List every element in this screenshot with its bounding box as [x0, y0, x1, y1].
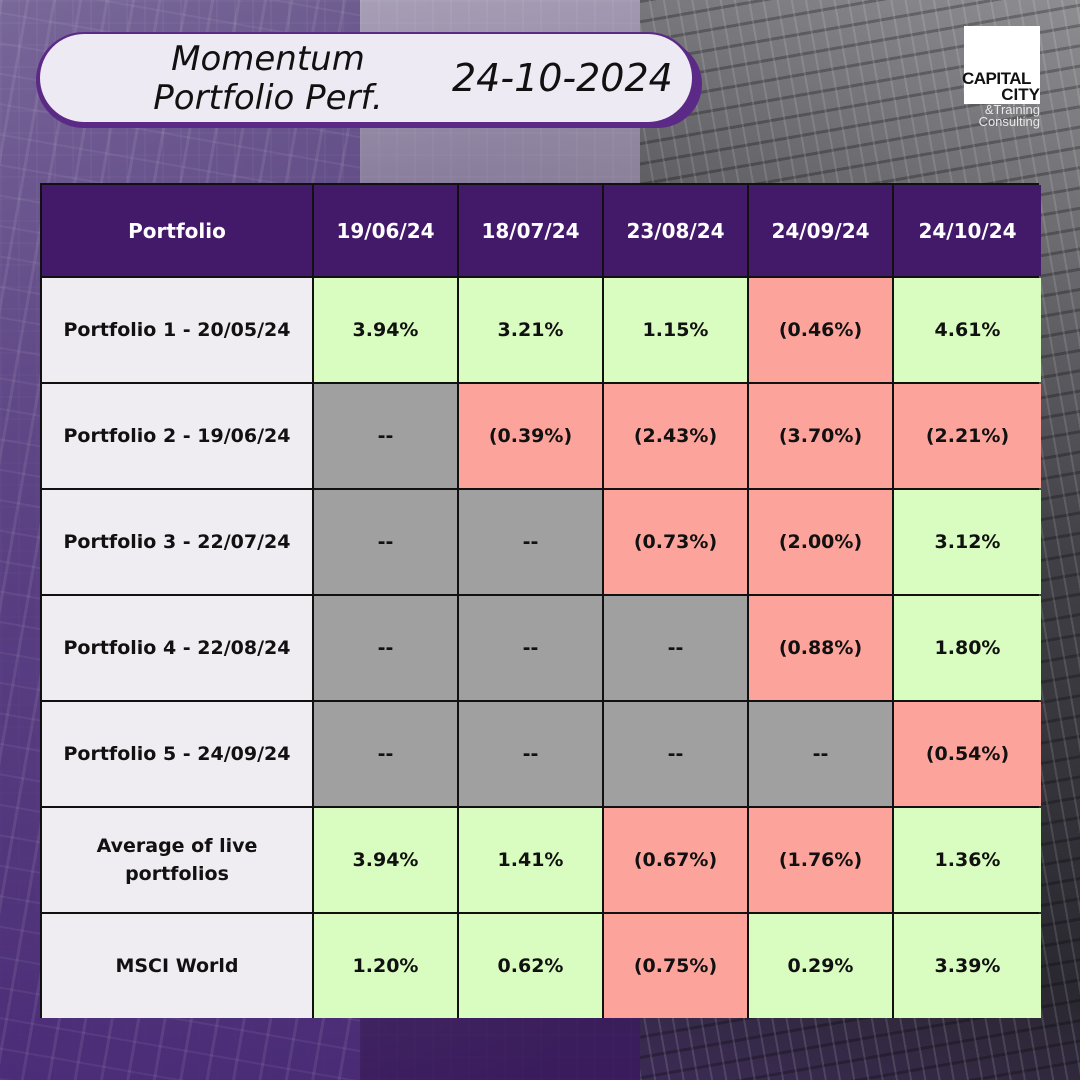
- logo-line-2: CITY: [1001, 85, 1040, 104]
- return-cell: (3.70%): [749, 384, 892, 488]
- return-cell: --: [459, 702, 602, 806]
- return-cell: 4.61%: [894, 278, 1041, 382]
- title-line-2: Portfolio Perf.: [153, 78, 383, 118]
- return-cell: --: [604, 596, 747, 700]
- return-cell: (2.00%): [749, 490, 892, 594]
- column-header-date: 24/09/24: [749, 185, 892, 276]
- return-cell: (2.21%): [894, 384, 1041, 488]
- return-cell: 3.12%: [894, 490, 1041, 594]
- return-cell: (1.76%): [749, 808, 892, 912]
- logo-block: [964, 26, 1040, 104]
- return-cell: 1.80%: [894, 596, 1041, 700]
- return-cell: --: [314, 596, 457, 700]
- return-cell: (0.73%): [604, 490, 747, 594]
- return-cell: (0.39%): [459, 384, 602, 488]
- return-cell: 1.41%: [459, 808, 602, 912]
- page-title: Momentum Portfolio Perf.: [138, 40, 398, 118]
- return-cell: --: [604, 702, 747, 806]
- return-cell: 1.20%: [314, 914, 457, 1018]
- logo-ampersand: &: [984, 102, 994, 117]
- column-header-date: 23/08/24: [604, 185, 747, 276]
- title-banner: Momentum Portfolio Perf. 24-10-2024: [36, 32, 696, 128]
- return-cell: --: [314, 702, 457, 806]
- return-cell: (0.54%): [894, 702, 1041, 806]
- column-header-date: 24/10/24: [894, 185, 1041, 276]
- company-logo: CAPITAL CITY &Training Consulting: [962, 26, 1042, 134]
- row-label: Portfolio 5 - 24/09/24: [42, 702, 312, 806]
- return-cell: (0.46%): [749, 278, 892, 382]
- row-label: Portfolio 2 - 19/06/24: [42, 384, 312, 488]
- report-date: 24-10-2024: [452, 56, 673, 100]
- logo-line-5: Consulting: [978, 114, 1040, 129]
- performance-table: Portfolio 19/06/24 18/07/24 23/08/24 24/09/2…: [40, 183, 1041, 1018]
- title-banner-inner: Momentum Portfolio Perf. 24-10-2024: [40, 34, 692, 122]
- return-cell: 0.62%: [459, 914, 602, 1018]
- column-header-portfolio: Portfolio: [42, 185, 312, 276]
- return-cell: (2.43%): [604, 384, 747, 488]
- return-cell: 1.36%: [894, 808, 1041, 912]
- return-cell: (0.75%): [604, 914, 747, 1018]
- row-label: Portfolio 4 - 22/08/24: [42, 596, 312, 700]
- row-label: Portfolio 1 - 20/05/24: [42, 278, 312, 382]
- logo-subtitle: &Training Consulting: [978, 102, 1040, 129]
- row-label: Portfolio 3 - 22/07/24: [42, 490, 312, 594]
- row-label: Average of live portfolios: [42, 808, 312, 912]
- return-cell: --: [459, 490, 602, 594]
- column-header-date: 19/06/24: [314, 185, 457, 276]
- return-cell: (0.67%): [604, 808, 747, 912]
- logo-line-3: Training: [993, 102, 1040, 117]
- return-cell: --: [749, 702, 892, 806]
- return-cell: 1.15%: [604, 278, 747, 382]
- return-cell: 3.94%: [314, 278, 457, 382]
- return-cell: 0.29%: [749, 914, 892, 1018]
- return-cell: --: [314, 490, 457, 594]
- row-label: MSCI World: [42, 914, 312, 1018]
- title-line-1: Momentum: [171, 39, 365, 79]
- return-cell: 3.39%: [894, 914, 1041, 1018]
- column-header-date: 18/07/24: [459, 185, 602, 276]
- return-cell: (0.88%): [749, 596, 892, 700]
- logo-line-1: CAPITAL: [962, 69, 1031, 88]
- return-cell: --: [459, 596, 602, 700]
- return-cell: 3.94%: [314, 808, 457, 912]
- return-cell: 3.21%: [459, 278, 602, 382]
- return-cell: --: [314, 384, 457, 488]
